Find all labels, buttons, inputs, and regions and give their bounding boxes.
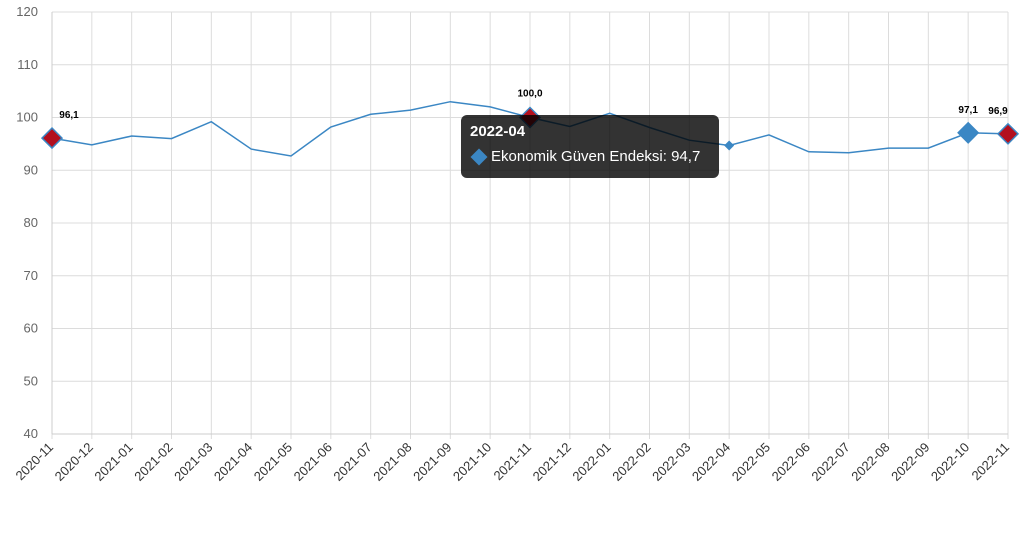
x-tick-label: 2022-04: [689, 440, 733, 484]
tooltip-row: Ekonomik Güven Endeksi: 94,7: [470, 148, 710, 166]
y-tick-label: 120: [16, 4, 38, 19]
chart-tooltip: 2022-04 Ekonomik Güven Endeksi: 94,7: [461, 115, 719, 178]
y-tick-label: 40: [24, 426, 38, 441]
x-tick-label: 2022-05: [729, 440, 773, 484]
x-tick-label: 2021-12: [530, 440, 574, 484]
x-tick-label: 2020-12: [52, 440, 96, 484]
tooltip-title: 2022-04: [470, 123, 526, 140]
x-tick-label: 2021-04: [211, 440, 255, 484]
data-label: 96,1: [59, 110, 79, 121]
y-tick-label: 80: [24, 215, 38, 230]
x-tick-label: 2021-09: [410, 440, 454, 484]
data-point-marker[interactable]: [957, 121, 980, 144]
data-point-marker[interactable]: [996, 122, 1020, 145]
x-tick-label: 2021-06: [291, 440, 335, 484]
y-tick-label: 50: [24, 373, 38, 388]
x-tick-label: 2021-01: [91, 440, 135, 484]
x-tick-label: 2022-03: [649, 440, 693, 484]
data-label: 96,9: [988, 106, 1008, 117]
y-tick-label: 90: [24, 162, 38, 177]
x-tick-label: 2020-11: [12, 440, 56, 484]
x-tick-label: 2022-07: [808, 440, 852, 484]
hovered-point-marker[interactable]: [724, 140, 735, 151]
data-point-marker[interactable]: [40, 127, 64, 150]
x-tick-label: 2022-01: [569, 440, 613, 484]
x-tick-label: 2022-08: [848, 440, 892, 484]
x-tick-label: 2021-10: [450, 440, 494, 484]
x-tick-label: 2022-06: [769, 440, 813, 484]
x-tick-label: 2022-11: [968, 440, 1012, 484]
y-tick-label: 100: [16, 110, 38, 125]
data-label: 97,1: [958, 105, 978, 116]
x-tick-label: 2022-02: [609, 440, 653, 484]
x-tick-label: 2021-11: [490, 440, 534, 484]
x-tick-label: 2021-07: [330, 440, 374, 484]
data-label: 100,0: [517, 89, 542, 100]
x-tick-label: 2022-10: [928, 440, 972, 484]
x-tick-label: 2021-03: [171, 440, 215, 484]
y-tick-label: 60: [24, 321, 38, 336]
x-tick-label: 2021-02: [131, 440, 175, 484]
tooltip-series-swatch-icon: [470, 148, 488, 166]
tooltip-text: Ekonomik Güven Endeksi: 94,7: [491, 148, 701, 165]
x-tick-label: 2021-05: [251, 440, 295, 484]
x-tick-label: 2022-09: [888, 440, 932, 484]
x-tick-label: 2021-08: [370, 440, 414, 484]
y-tick-label: 70: [24, 268, 38, 283]
y-tick-label: 110: [17, 57, 38, 72]
